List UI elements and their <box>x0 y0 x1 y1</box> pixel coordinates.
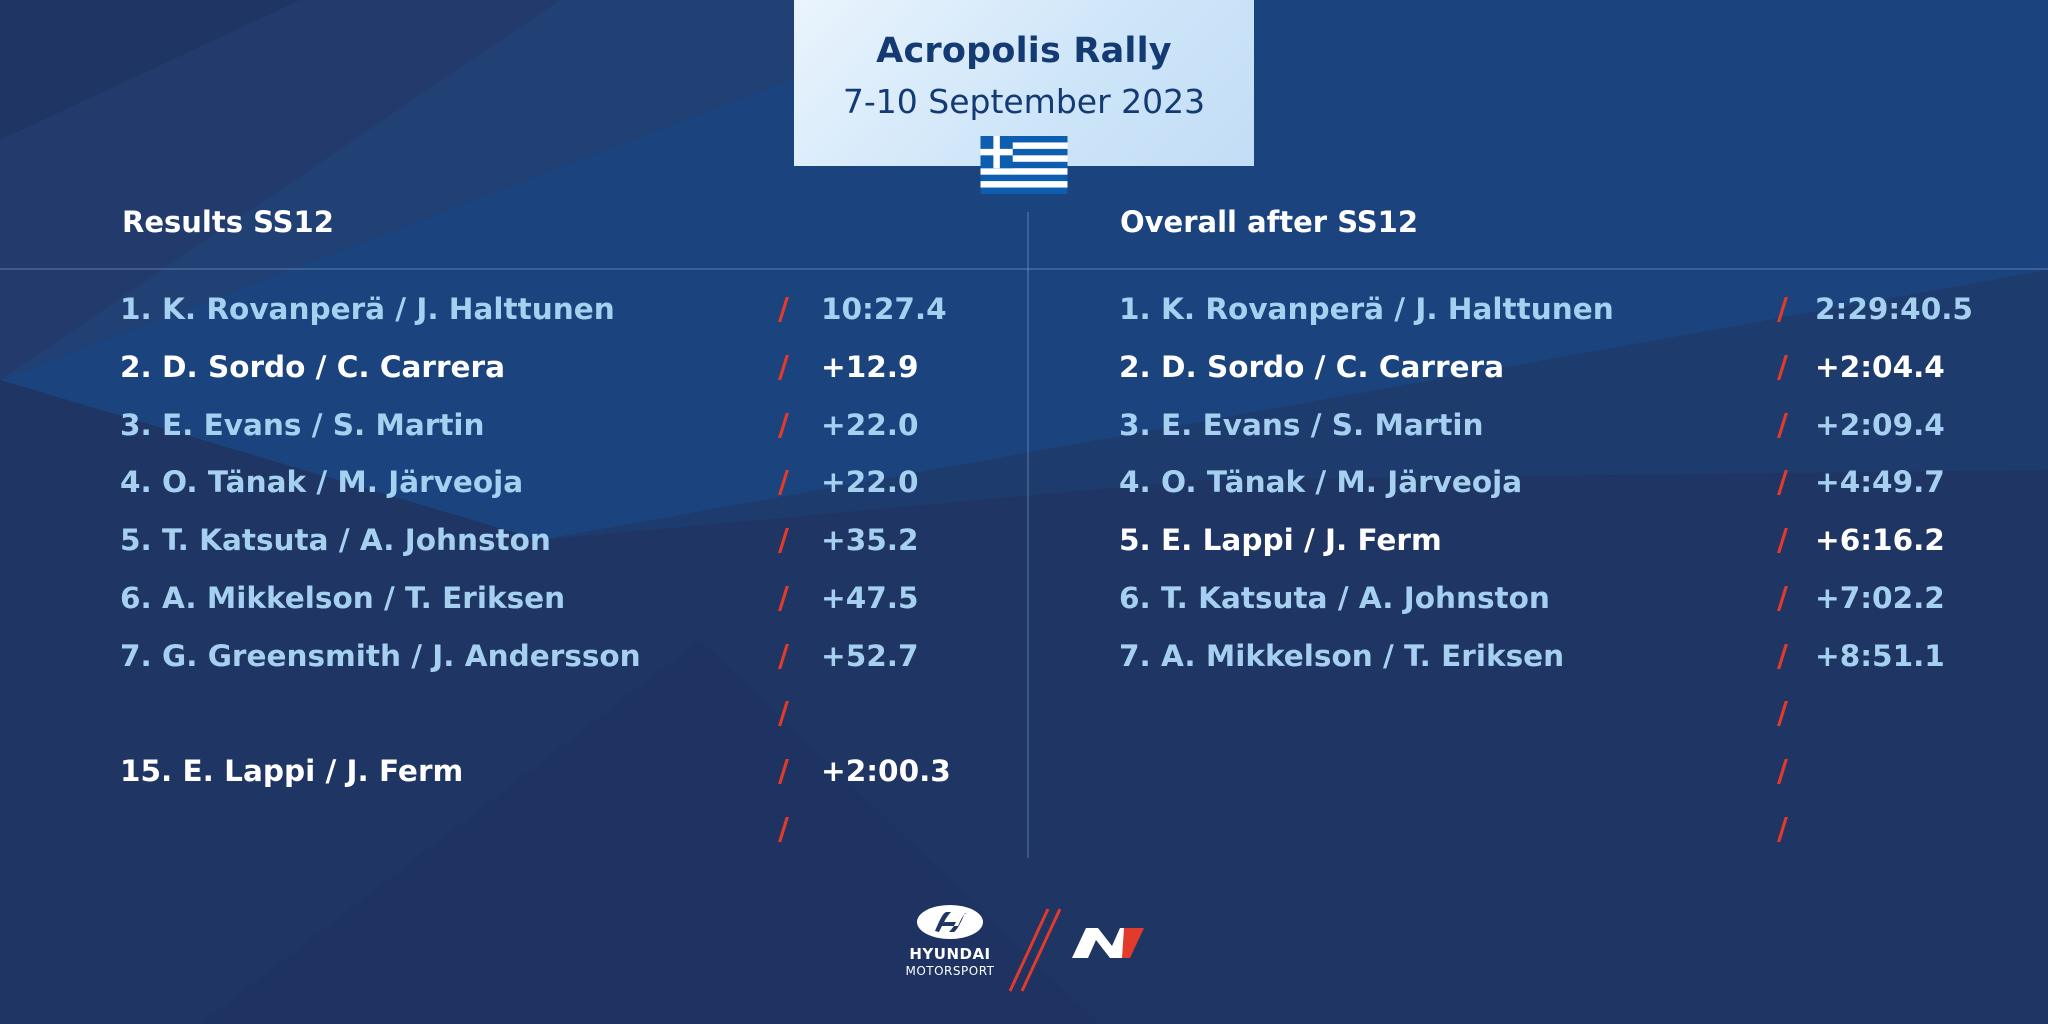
slash-separator-icon: / <box>1777 811 1788 847</box>
driver-pair: 3. E. Evans / S. Martin <box>1119 407 1484 442</box>
stage-results-row: 2. D. Sordo / C. Carrera / +12.9 <box>120 339 1000 397</box>
driver-pair: 4. O. Tänak / M. Järveoja <box>1119 465 1523 500</box>
slash-separator-icon: / <box>1777 638 1788 674</box>
overall-row: 6. T. Katsuta / A. Johnston / +7:02.2 <box>1119 570 2019 628</box>
stage-results-row: 15. E. Lappi / J. Ferm / +2:00.3 <box>120 743 1000 801</box>
overall-results-header: Overall after SS12 <box>1120 205 1419 239</box>
driver-pair: 5. T. Katsuta / A. Johnston <box>120 523 551 557</box>
stage-results-list: 1. K. Rovanperä / J. Halttunen / 10:27.4 2.… <box>120 281 1000 859</box>
overall-row: / <box>1119 743 2019 801</box>
stage-results-row: 6. A. Mikkelson / T. Eriksen / +47.5 <box>120 570 1000 628</box>
slash-separator-icon: / <box>1777 349 1788 385</box>
slash-separator-icon: / <box>778 465 789 501</box>
overall-row: / <box>1119 685 2019 743</box>
stage-results-row: 7. G. Greensmith / J. Andersson / +52.7 <box>120 628 1000 686</box>
driver-pair: 4. O. Tänak / M. Järveoja <box>120 465 524 500</box>
column-divider <box>1027 212 1029 858</box>
overall-row: 2. D. Sordo / C. Carrera / +2:04.4 <box>1119 339 2019 397</box>
time-gap: +2:04.4 <box>1815 349 1945 384</box>
driver-pair: 7. G. Greensmith / J. Andersson <box>120 638 641 673</box>
stage-results-row: / <box>120 801 1000 859</box>
n-logo-icon <box>1072 928 1144 958</box>
driver-pair: 1. K. Rovanperä / J. Halttunen <box>1119 292 1614 326</box>
driver-pair: 5. E. Lappi / J. Ferm <box>1119 523 1442 557</box>
slash-separator-icon: / <box>1777 580 1788 616</box>
slash-separator-icon: / <box>1777 292 1788 327</box>
slash-separator-icon: / <box>1777 465 1788 501</box>
time-gap: +7:02.2 <box>1815 580 1945 615</box>
stage-results-header: Results SS12 <box>122 205 334 239</box>
overall-row: / <box>1119 801 2019 859</box>
time-gap: +22.0 <box>821 465 919 500</box>
event-card: Acropolis Rally 7-10 September 2023 <box>794 0 1254 166</box>
slash-separator-icon: / <box>1777 523 1788 558</box>
driver-pair: 15. E. Lappi / J. Ferm <box>120 754 464 788</box>
slash-separator-icon: / <box>1777 754 1788 789</box>
hyundai-brand-text: HYUNDAI <box>909 945 991 963</box>
overall-row: 1. K. Rovanperä / J. Halttunen / 2:29:40.5 <box>1119 281 2019 339</box>
slash-separator-icon: / <box>778 292 789 327</box>
driver-pair: 2. D. Sordo / C. Carrera <box>1119 349 1504 384</box>
stage-results-row: / <box>120 685 1000 743</box>
stage-results-row: 4. O. Tänak / M. Järveoja / +22.0 <box>120 454 1000 512</box>
time-gap: +6:16.2 <box>1815 523 1945 557</box>
slash-separator-icon: / <box>778 523 789 558</box>
time-gap: 2:29:40.5 <box>1815 292 1973 326</box>
slash-separator-icon: / <box>778 754 789 789</box>
time-gap: +12.9 <box>821 349 919 384</box>
slash-separator-icon: / <box>1777 407 1788 443</box>
time-gap: +8:51.1 <box>1815 638 1945 673</box>
time-gap: +2:09.4 <box>1815 407 1945 442</box>
hyundai-logo-icon <box>917 905 983 939</box>
time-gap: 10:27.4 <box>821 292 947 326</box>
time-gap: +35.2 <box>821 523 919 557</box>
overall-row: 4. O. Tänak / M. Järveoja / +4:49.7 <box>1119 454 2019 512</box>
overall-row: 5. E. Lappi / J. Ferm / +6:16.2 <box>1119 512 2019 570</box>
slash-separator-icon: / <box>778 407 789 443</box>
driver-pair: 6. A. Mikkelson / T. Eriksen <box>120 580 566 615</box>
stage-results-row: 3. E. Evans / S. Martin / +22.0 <box>120 397 1000 455</box>
slash-separator-icon: / <box>778 811 789 847</box>
time-gap: +52.7 <box>821 638 919 673</box>
motorsport-brand-text: MOTORSPORT <box>905 964 995 978</box>
stage-results-row: 5. T. Katsuta / A. Johnston / +35.2 <box>120 512 1000 570</box>
time-gap: +47.5 <box>821 580 919 615</box>
overall-row: 7. A. Mikkelson / T. Eriksen / +8:51.1 <box>1119 628 2019 686</box>
greece-flag-icon <box>980 136 1068 194</box>
time-gap: +22.0 <box>821 407 919 442</box>
red-slash-divider-icon <box>1008 908 1062 992</box>
driver-pair: 6. T. Katsuta / A. Johnston <box>1119 580 1550 615</box>
slash-separator-icon: / <box>778 638 789 674</box>
time-gap: +2:00.3 <box>821 754 951 788</box>
slash-separator-icon: / <box>778 696 789 732</box>
stage-results-row: 1. K. Rovanperä / J. Halttunen / 10:27.4 <box>120 281 1000 339</box>
slash-separator-icon: / <box>778 349 789 385</box>
driver-pair: 7. A. Mikkelson / T. Eriksen <box>1119 638 1565 673</box>
overall-results-list: 1. K. Rovanperä / J. Halttunen / 2:29:40.5… <box>1119 281 2019 859</box>
driver-pair: 1. K. Rovanperä / J. Halttunen <box>120 292 615 326</box>
time-gap: +4:49.7 <box>1815 465 1945 500</box>
overall-row: 3. E. Evans / S. Martin / +2:09.4 <box>1119 397 2019 455</box>
header-divider <box>0 268 2048 270</box>
slash-separator-icon: / <box>1777 696 1788 732</box>
event-title: Acropolis Rally <box>876 31 1172 71</box>
driver-pair: 3. E. Evans / S. Martin <box>120 407 485 442</box>
event-dates: 7-10 September 2023 <box>842 82 1206 121</box>
slash-separator-icon: / <box>778 580 789 616</box>
driver-pair: 2. D. Sordo / C. Carrera <box>120 349 505 384</box>
